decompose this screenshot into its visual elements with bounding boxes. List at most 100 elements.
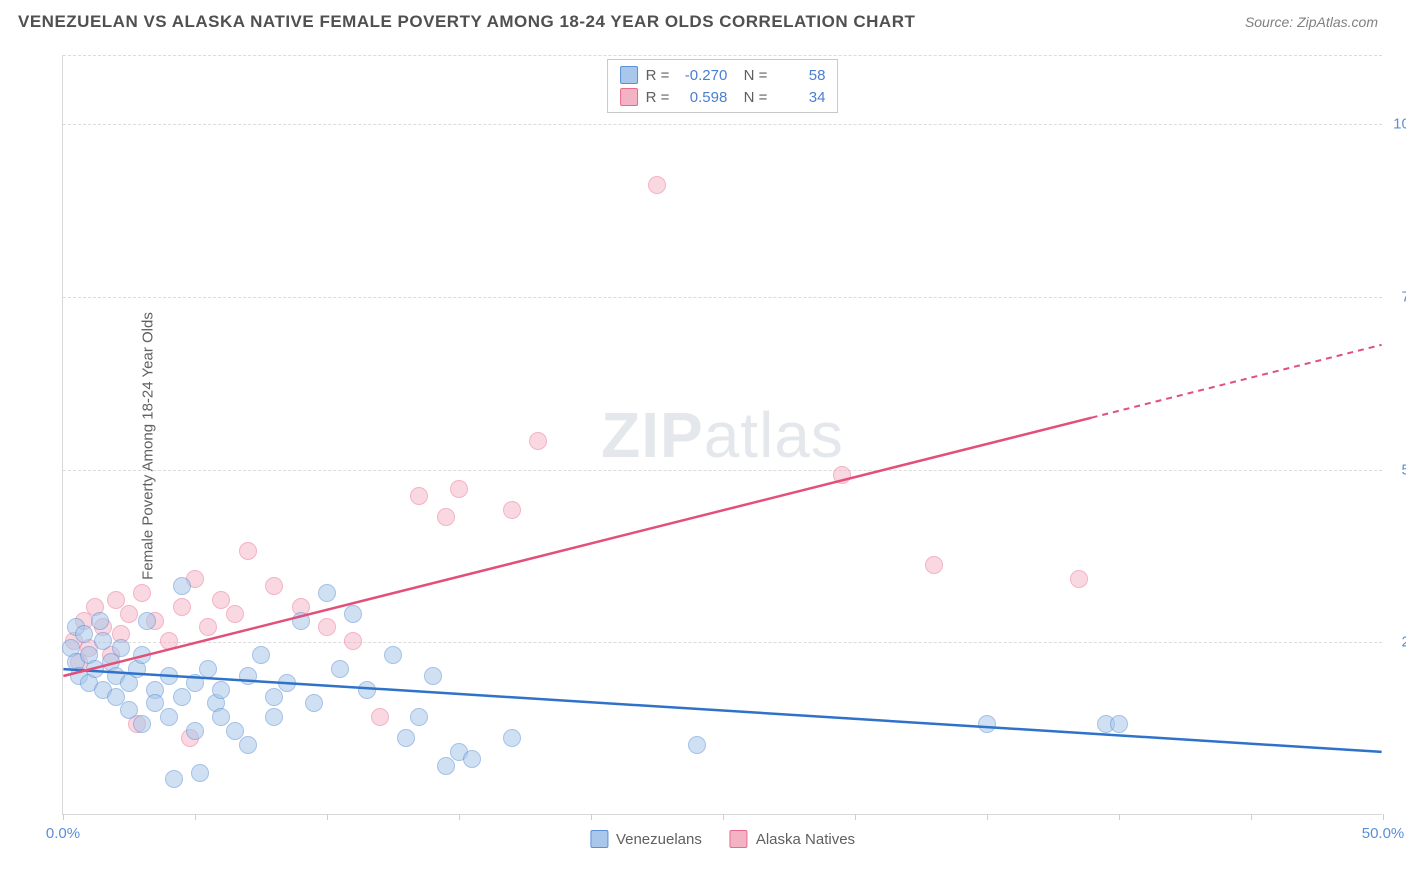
x-tick-mark <box>855 814 856 820</box>
legend-item: Alaska Natives <box>730 830 855 848</box>
scatter-point <box>424 667 442 685</box>
scatter-point <box>160 708 178 726</box>
scatter-point <box>186 722 204 740</box>
swatch-icon <box>620 66 638 84</box>
x-tick-mark <box>63 814 64 820</box>
scatter-point <box>503 729 521 747</box>
title-bar: VENEZUELAN VS ALASKA NATIVE FEMALE POVER… <box>0 0 1406 40</box>
x-tick-mark <box>987 814 988 820</box>
scatter-point <box>265 708 283 726</box>
scatter-point <box>648 176 666 194</box>
scatter-point <box>173 598 191 616</box>
x-tick-mark <box>1119 814 1120 820</box>
scatter-point <box>344 632 362 650</box>
y-tick-label: 75.0% <box>1389 288 1406 305</box>
scatter-point <box>226 605 244 623</box>
scatter-point <box>138 612 156 630</box>
scatter-point <box>191 764 209 782</box>
y-tick-label: 100.0% <box>1389 116 1406 133</box>
scatter-point <box>305 694 323 712</box>
gridline <box>63 297 1382 298</box>
scatter-point <box>331 660 349 678</box>
scatter-point <box>384 646 402 664</box>
scatter-point <box>1070 570 1088 588</box>
y-tick-label: 25.0% <box>1389 634 1406 651</box>
scatter-point <box>833 466 851 484</box>
scatter-point <box>463 750 481 768</box>
swatch-icon <box>730 830 748 848</box>
scatter-point <box>239 736 257 754</box>
gridline <box>63 642 1382 643</box>
scatter-point <box>91 612 109 630</box>
scatter-point <box>529 432 547 450</box>
scatter-point <box>437 508 455 526</box>
scatter-point <box>252 646 270 664</box>
scatter-point <box>437 757 455 775</box>
plot-region: ZIPatlas R = -0.270 N = 58 R = 0.598 N =… <box>62 55 1382 815</box>
scatter-point <box>410 708 428 726</box>
scatter-point <box>160 667 178 685</box>
regression-lines <box>63 55 1382 814</box>
source-label: Source: ZipAtlas.com <box>1245 14 1378 30</box>
y-tick-label: 50.0% <box>1389 461 1406 478</box>
legend-correlation: R = -0.270 N = 58 R = 0.598 N = 34 <box>607 59 839 113</box>
x-tick-mark <box>591 814 592 820</box>
scatter-point <box>165 770 183 788</box>
scatter-point <box>173 688 191 706</box>
swatch-icon <box>590 830 608 848</box>
legend-series: Venezuelans Alaska Natives <box>590 830 855 848</box>
scatter-point <box>265 577 283 595</box>
scatter-point <box>112 639 130 657</box>
scatter-point <box>199 660 217 678</box>
x-tick-mark <box>723 814 724 820</box>
gridline <box>63 470 1382 471</box>
scatter-point <box>133 715 151 733</box>
legend-item-label: Venezuelans <box>616 831 702 848</box>
chart-plot-area: ZIPatlas R = -0.270 N = 58 R = 0.598 N =… <box>62 55 1382 815</box>
x-tick-mark <box>327 814 328 820</box>
x-tick-label: 50.0% <box>1362 825 1405 842</box>
scatter-point <box>318 618 336 636</box>
legend-item-label: Alaska Natives <box>756 831 855 848</box>
scatter-point <box>199 618 217 636</box>
scatter-point <box>239 667 257 685</box>
scatter-point <box>978 715 996 733</box>
scatter-point <box>133 584 151 602</box>
scatter-point <box>503 501 521 519</box>
scatter-point <box>212 681 230 699</box>
scatter-point <box>120 605 138 623</box>
chart-title: VENEZUELAN VS ALASKA NATIVE FEMALE POVER… <box>18 12 915 32</box>
scatter-point <box>173 577 191 595</box>
scatter-point <box>1110 715 1128 733</box>
swatch-icon <box>620 88 638 106</box>
legend-item: Venezuelans <box>590 830 702 848</box>
scatter-point <box>688 736 706 754</box>
gridline <box>63 55 1382 56</box>
scatter-point <box>371 708 389 726</box>
scatter-point <box>133 646 151 664</box>
scatter-point <box>292 612 310 630</box>
scatter-point <box>239 542 257 560</box>
scatter-point <box>358 681 376 699</box>
x-tick-mark <box>1383 814 1384 820</box>
scatter-point <box>278 674 296 692</box>
scatter-point <box>160 632 178 650</box>
scatter-point <box>410 487 428 505</box>
scatter-point <box>450 480 468 498</box>
scatter-point <box>75 625 93 643</box>
scatter-point <box>318 584 336 602</box>
x-tick-mark <box>195 814 196 820</box>
scatter-point <box>265 688 283 706</box>
watermark: ZIPatlas <box>601 398 844 472</box>
legend-row: R = 0.598 N = 34 <box>620 86 826 108</box>
scatter-point <box>344 605 362 623</box>
gridline <box>63 124 1382 125</box>
scatter-point <box>397 729 415 747</box>
scatter-point <box>186 674 204 692</box>
legend-row: R = -0.270 N = 58 <box>620 64 826 86</box>
x-tick-label: 0.0% <box>46 825 80 842</box>
x-tick-mark <box>1251 814 1252 820</box>
scatter-point <box>925 556 943 574</box>
x-tick-mark <box>459 814 460 820</box>
scatter-point <box>94 632 112 650</box>
